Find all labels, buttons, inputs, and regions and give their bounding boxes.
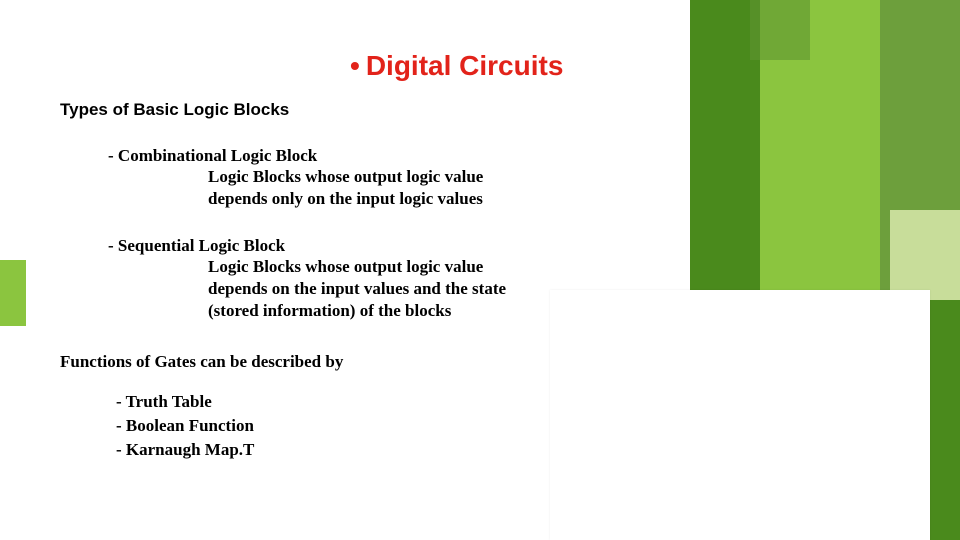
slide: •Digital Circuits Types of Basic Logic B… [0,0,960,540]
list-item: - Karnaugh Map.T [116,438,700,462]
deco-square-pale [890,210,960,300]
list-item: - Truth Table [116,390,700,414]
list-item: - Boolean Function [116,414,700,438]
block-combinational: - Combinational Logic Block Logic Blocks… [60,146,700,210]
section-functions: Functions of Gates can be described by [60,352,700,372]
content-area: •Digital Circuits Types of Basic Logic B… [0,0,700,462]
block-desc: Logic Blocks whose output logic value de… [108,166,528,210]
block-sequential: - Sequential Logic Block Logic Blocks wh… [60,236,700,322]
subheading: Types of Basic Logic Blocks [60,100,700,120]
block-label: - Sequential Logic Block [108,236,700,256]
title-text: Digital Circuits [366,50,564,81]
function-list: - Truth Table - Boolean Function - Karna… [60,390,700,461]
block-label: - Combinational Logic Block [108,146,700,166]
block-desc: Logic Blocks whose output logic value de… [108,256,528,322]
deco-square-top [750,0,810,60]
title-bullet: • [350,50,360,82]
slide-title: •Digital Circuits [60,50,700,82]
